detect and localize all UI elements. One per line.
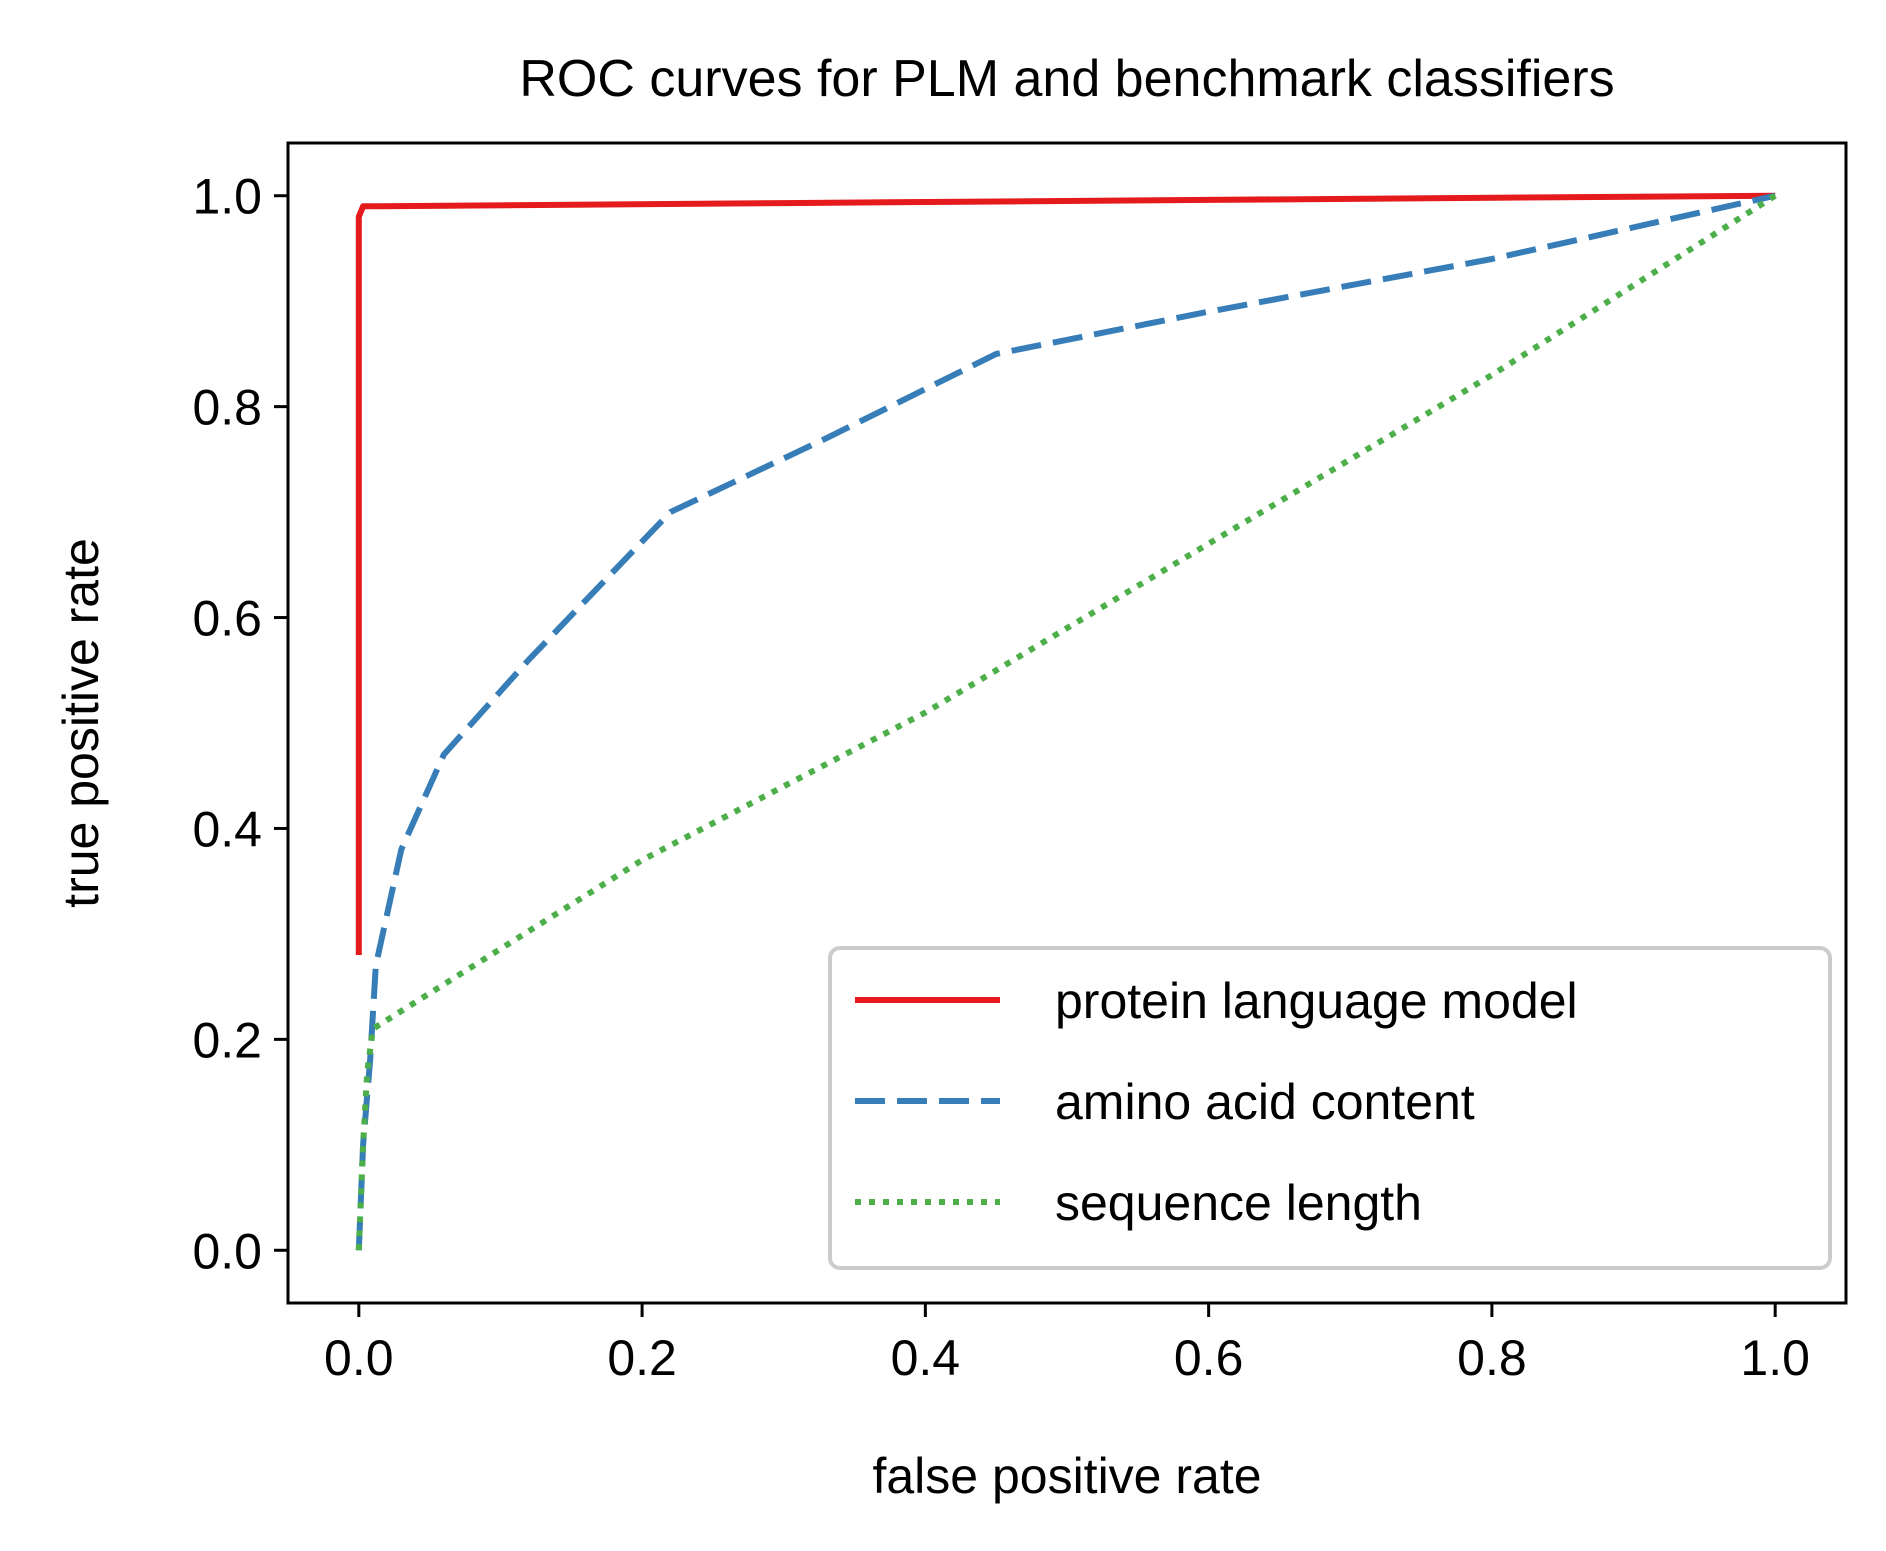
legend-label-1: protein language model — [1055, 973, 1578, 1029]
x-axis-label: false positive rate — [872, 1448, 1261, 1504]
series-line-1 — [355, 192, 1776, 955]
y-tick-label: 0.2 — [192, 1012, 262, 1068]
legend: protein language model amino acid content… — [828, 946, 1832, 1270]
plot-frame — [286, 141, 1848, 1305]
x-tick-label: 1.0 — [1740, 1330, 1810, 1386]
x-tick-label: 0.4 — [891, 1330, 961, 1386]
legend-label-2: amino acid content — [1055, 1074, 1475, 1130]
series-line-2 — [355, 192, 1776, 1251]
x-axis: 0.0 0.2 0.4 0.6 0.8 1.0 — [324, 1303, 1810, 1386]
x-tick-label: 0.2 — [607, 1330, 677, 1386]
y-tick-label: 1.0 — [192, 169, 262, 225]
chart-title: ROC curves for PLM and benchmark classif… — [519, 50, 1614, 108]
x-tick-label: 0.0 — [324, 1330, 394, 1386]
legend-box — [828, 946, 1832, 1270]
x-tick-label: 0.8 — [1457, 1330, 1527, 1386]
y-tick-label: 0.0 — [192, 1223, 262, 1279]
series-line-3 — [355, 193, 1777, 1251]
legend-entries: protein language model amino acid content… — [855, 973, 1578, 1231]
x-tick-label: 0.6 — [1174, 1330, 1244, 1386]
series-layer — [355, 192, 1777, 1251]
y-tick-label: 0.6 — [192, 591, 262, 647]
y-axis: 0.0 0.2 0.4 0.6 0.8 1.0 — [192, 169, 288, 1279]
y-tick-label: 0.4 — [192, 801, 262, 857]
y-tick-label: 0.8 — [192, 380, 262, 436]
y-axis-label: true positive rate — [53, 538, 109, 908]
legend-label-3: sequence length — [1055, 1175, 1422, 1231]
